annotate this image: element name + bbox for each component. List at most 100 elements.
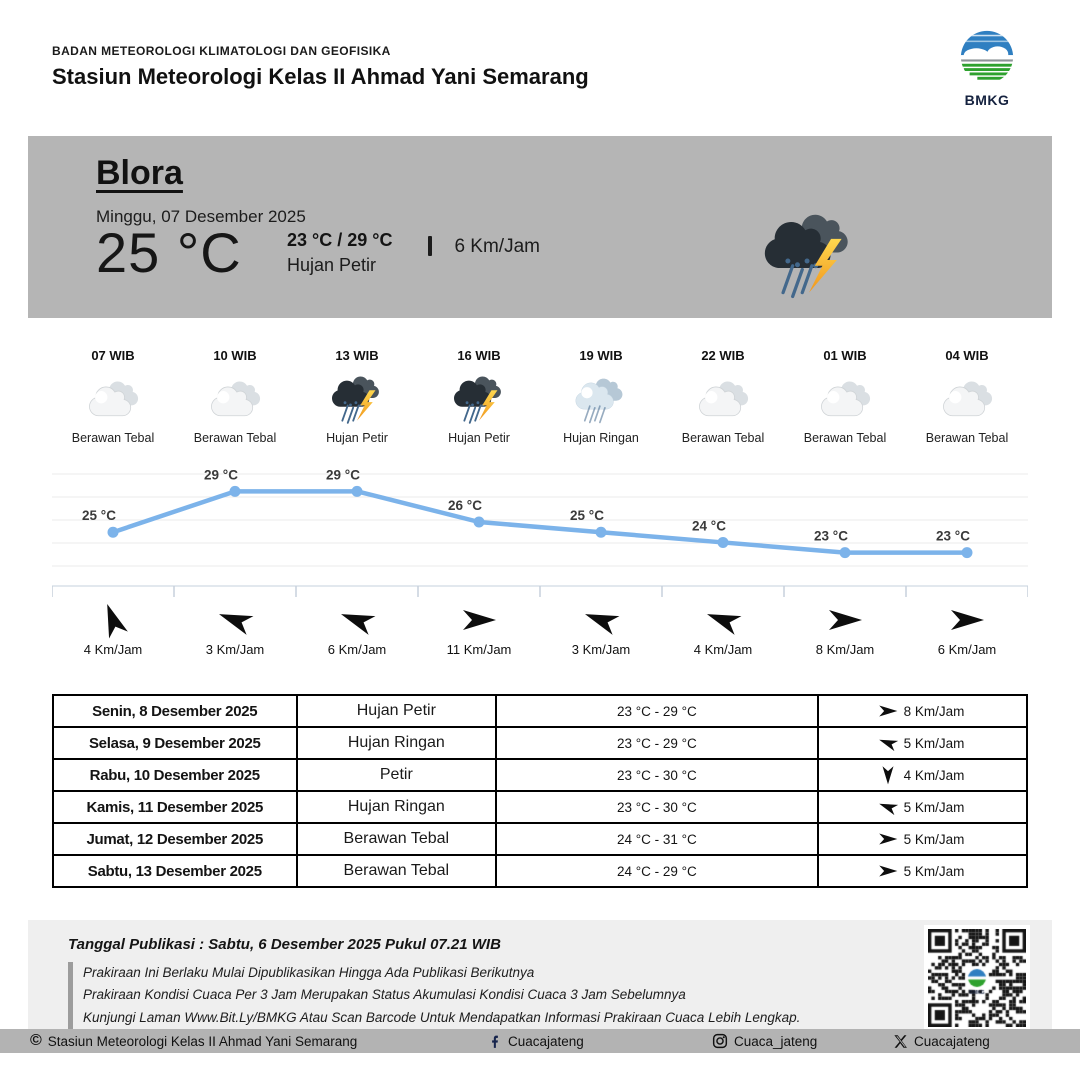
svg-text:26 °C: 26 °C [448, 498, 482, 513]
separator-bar [428, 235, 433, 256]
notes-left-bar [68, 962, 73, 1029]
agency-name: BADAN METEOROLOGI KLIMATOLOGI DAN GEOFIS… [52, 44, 391, 58]
svg-text:25 °C: 25 °C [570, 508, 604, 523]
temperature-line-chart: 25 °C 29 °C 29 °C 26 °C 25 °C 24 °C 23 °C 23 °C [51, 467, 1029, 597]
daily-condition: Hujan Ringan [295, 790, 498, 824]
hourly-time: 10 WIB [213, 348, 257, 363]
daily-wind-speed: 5 Km/Jam [903, 799, 965, 815]
hourly-time: 22 WIB [701, 348, 745, 363]
facebook-icon [488, 1033, 502, 1050]
wind-item: 4 Km/Jam [52, 600, 174, 657]
x-twitter-icon [893, 1034, 908, 1049]
daily-date: Sabtu, 13 Desember 2025 [52, 854, 298, 888]
hourly-item: 04 WIB Berawan Tebal [906, 348, 1028, 445]
daily-forecast-section: Senin, 8 Desember 2025 Hujan Petir 23 °C… [52, 694, 1029, 888]
station-credit: © Stasiun Meteorologi Kelas II Ahmad Yan… [30, 1029, 357, 1053]
current-date: Minggu, 07 Desember 2025 [96, 207, 306, 226]
hourly-condition: Berawan Tebal [71, 431, 155, 445]
current-condition: Hujan Petir [287, 254, 377, 275]
bmkg-logo-label: BMKG [964, 92, 1010, 108]
daily-wind-speed: 8 Km/Jam [903, 703, 965, 719]
hourly-time: 04 WIB [945, 348, 989, 363]
hourly-time: 16 WIB [457, 348, 501, 363]
hourly-item: 07 WIB Berawan Tebal [52, 348, 174, 445]
wind-speed: 3 Km/Jam [205, 642, 265, 657]
wind-direction-icon [877, 860, 899, 882]
bmkg-logo: BMKG [952, 28, 1022, 108]
footer-notes: Prakiraan Ini Berlaku Mulai Dipublikasik… [83, 962, 800, 1029]
hourly-time: 13 WIB [335, 348, 379, 363]
qr-code [928, 929, 1026, 1027]
wind-speed: 8 Km/Jam [815, 642, 875, 657]
current-weather-banner: Blora Minggu, 07 Desember 2025 25 °C 23 … [28, 136, 1052, 318]
svg-text:29 °C: 29 °C [204, 467, 238, 482]
current-temperature: 25 °C [96, 221, 242, 284]
table-row: Jumat, 12 Desember 2025 Berawan Tebal 24… [52, 822, 1029, 856]
hourly-item: 16 WIB Hujan Petir [418, 348, 540, 445]
footer-note: Prakiraan Kondisi Cuaca Per 3 Jam Merupa… [83, 987, 686, 1003]
table-row: Rabu, 10 Desember 2025 Petir 23 °C - 30 … [52, 758, 1029, 792]
bmkg-logo-icon [960, 30, 1014, 80]
daily-condition: Hujan Ringan [295, 726, 498, 760]
hourly-condition: Hujan Ringan [563, 431, 639, 445]
wind-speed: 6 Km/Jam [327, 642, 387, 657]
facebook-link[interactable]: Cuacajateng [488, 1029, 584, 1053]
wind-forecast-row: 4 Km/Jam 3 Km/Jam 6 Km/Jam 11 Km/Jam 3 K… [52, 600, 1028, 657]
twitter-link[interactable]: Cuacajateng [893, 1029, 990, 1053]
daily-temp-range: 23 °C - 30 °C [495, 758, 819, 792]
svg-text:25 °C: 25 °C [82, 508, 116, 523]
daily-condition: Berawan Tebal [295, 822, 498, 856]
footer-note: Prakiraan Ini Berlaku Mulai Dipublikasik… [83, 965, 535, 980]
temperature-chart: 25 °C 29 °C 29 °C 26 °C 25 °C 24 °C 23 °C 23 °C [51, 456, 1029, 604]
svg-text:23 °C: 23 °C [814, 529, 848, 544]
daily-temp-range: 23 °C - 30 °C [495, 790, 819, 824]
hourly-item: 19 WIB Hujan Ringan [540, 348, 662, 445]
hujan-petir-icon [451, 375, 507, 425]
hourly-item: 01 WIB Berawan Tebal [784, 348, 906, 445]
table-row: Senin, 8 Desember 2025 Hujan Petir 23 °C… [52, 694, 1029, 728]
daily-wind-speed: 5 Km/Jam [903, 863, 965, 879]
hujan-petir-icon [329, 375, 385, 425]
instagram-link[interactable]: Cuaca_jateng [712, 1029, 817, 1053]
hourly-condition: Berawan Tebal [925, 431, 1009, 445]
berawan-tebal-icon [207, 375, 263, 425]
svg-text:29 °C: 29 °C [326, 467, 360, 482]
daily-wind-speed: 4 Km/Jam [903, 767, 965, 783]
wind-direction-icon [877, 828, 899, 850]
daily-wind-speed: 5 Km/Jam [903, 735, 965, 751]
wind-direction-icon [877, 796, 899, 818]
wind-item: 6 Km/Jam [296, 600, 418, 657]
daily-temp-range: 24 °C - 29 °C [495, 854, 819, 888]
copyright-icon: © [30, 1032, 42, 1049]
hourly-forecast-strip: 07 WIB Berawan Tebal 10 WIB Berawan Tebal… [52, 348, 1028, 445]
daily-condition: Hujan Petir [295, 694, 498, 728]
daily-wind: 8 Km/Jam [816, 694, 1029, 728]
hourly-item: 22 WIB Berawan Tebal [662, 348, 784, 445]
table-row: Sabtu, 13 Desember 2025 Berawan Tebal 24… [52, 854, 1029, 888]
hourly-time: 19 WIB [579, 348, 623, 363]
wind-speed: 4 Km/Jam [693, 642, 753, 657]
table-row: Selasa, 9 Desember 2025 Hujan Ringan 23 … [52, 726, 1029, 760]
wind-item: 8 Km/Jam [784, 600, 906, 657]
wind-direction-icon [877, 732, 899, 754]
wind-speed: 3 Km/Jam [571, 642, 631, 657]
daily-date: Kamis, 11 Desember 2025 [52, 790, 298, 824]
wind-direction-icon [947, 600, 987, 640]
wind-direction-icon [459, 600, 499, 640]
daily-temp-range: 24 °C - 31 °C [495, 822, 819, 856]
hourly-time: 01 WIB [823, 348, 867, 363]
wind-direction-icon [93, 600, 133, 640]
daily-wind: 5 Km/Jam [816, 854, 1029, 888]
location-title: Blora [96, 154, 183, 192]
wind-direction-icon [337, 600, 377, 640]
wind-speed: 4 Km/Jam [83, 642, 143, 657]
current-wind-speed: 6 Km/Jam [454, 235, 540, 257]
daily-forecast-table: Senin, 8 Desember 2025 Hujan Petir 23 °C… [52, 694, 1029, 888]
berawan-tebal-icon [817, 375, 873, 425]
social-bar: © Stasiun Meteorologi Kelas II Ahmad Yan… [0, 1029, 1080, 1053]
daily-wind-speed: 5 Km/Jam [903, 831, 965, 847]
daily-condition: Berawan Tebal [295, 854, 498, 888]
daily-wind: 5 Km/Jam [816, 822, 1029, 856]
qr-code-box [924, 925, 1030, 1036]
